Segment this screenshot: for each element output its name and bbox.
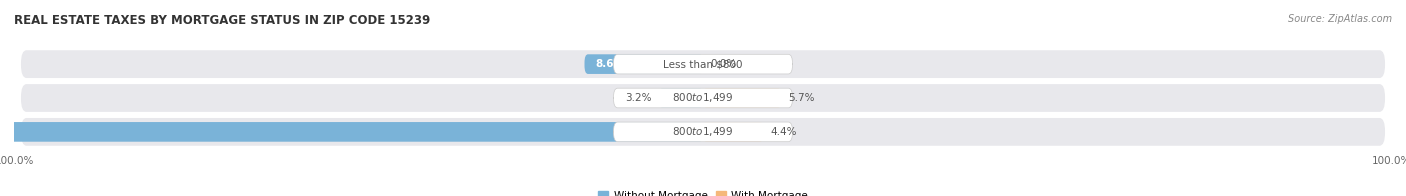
Text: 8.6%: 8.6%: [596, 59, 624, 69]
Text: 3.2%: 3.2%: [626, 93, 652, 103]
Text: Less than $800: Less than $800: [664, 59, 742, 69]
FancyBboxPatch shape: [21, 118, 1385, 146]
Text: Source: ZipAtlas.com: Source: ZipAtlas.com: [1288, 14, 1392, 24]
Text: $800 to $1,499: $800 to $1,499: [672, 125, 734, 138]
FancyBboxPatch shape: [703, 88, 782, 108]
FancyBboxPatch shape: [613, 54, 793, 74]
Text: $800 to $1,499: $800 to $1,499: [672, 92, 734, 104]
Text: 5.7%: 5.7%: [789, 93, 815, 103]
FancyBboxPatch shape: [613, 88, 793, 108]
FancyBboxPatch shape: [0, 122, 703, 142]
FancyBboxPatch shape: [613, 122, 793, 142]
FancyBboxPatch shape: [585, 54, 703, 74]
Text: 4.4%: 4.4%: [770, 127, 797, 137]
FancyBboxPatch shape: [21, 50, 1385, 78]
Legend: Without Mortgage, With Mortgage: Without Mortgage, With Mortgage: [593, 186, 813, 196]
Text: REAL ESTATE TAXES BY MORTGAGE STATUS IN ZIP CODE 15239: REAL ESTATE TAXES BY MORTGAGE STATUS IN …: [14, 14, 430, 27]
FancyBboxPatch shape: [703, 122, 763, 142]
FancyBboxPatch shape: [659, 88, 703, 108]
FancyBboxPatch shape: [21, 84, 1385, 112]
Text: 0.0%: 0.0%: [710, 59, 737, 69]
